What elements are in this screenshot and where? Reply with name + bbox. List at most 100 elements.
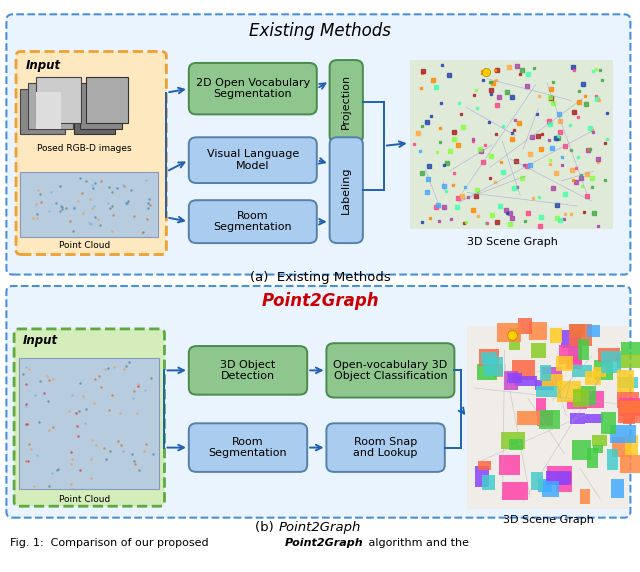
FancyBboxPatch shape <box>19 358 159 489</box>
FancyBboxPatch shape <box>567 400 588 408</box>
FancyBboxPatch shape <box>612 438 631 457</box>
FancyBboxPatch shape <box>618 377 637 388</box>
FancyBboxPatch shape <box>617 370 634 392</box>
FancyBboxPatch shape <box>6 14 630 275</box>
FancyBboxPatch shape <box>507 374 522 383</box>
FancyBboxPatch shape <box>566 357 582 370</box>
FancyBboxPatch shape <box>20 89 65 134</box>
Text: Point2Graph: Point2Graph <box>278 521 361 534</box>
FancyBboxPatch shape <box>561 331 580 348</box>
Text: algorithm and the: algorithm and the <box>365 538 468 547</box>
Text: Point2Graph: Point2Graph <box>285 538 364 547</box>
FancyBboxPatch shape <box>607 448 618 470</box>
Text: 3D Scene Graph: 3D Scene Graph <box>503 515 594 525</box>
FancyBboxPatch shape <box>579 387 596 406</box>
FancyBboxPatch shape <box>580 488 590 505</box>
FancyBboxPatch shape <box>509 328 520 351</box>
FancyBboxPatch shape <box>618 353 640 368</box>
FancyBboxPatch shape <box>518 317 532 333</box>
FancyBboxPatch shape <box>509 439 523 450</box>
Text: Room Snap
and Lookup: Room Snap and Lookup <box>353 437 418 458</box>
Text: Point Cloud: Point Cloud <box>59 241 110 251</box>
FancyBboxPatch shape <box>620 455 640 472</box>
FancyBboxPatch shape <box>623 406 635 424</box>
FancyBboxPatch shape <box>477 461 491 470</box>
FancyBboxPatch shape <box>536 380 554 390</box>
FancyBboxPatch shape <box>556 472 572 492</box>
FancyBboxPatch shape <box>618 400 640 423</box>
FancyBboxPatch shape <box>587 325 600 337</box>
FancyBboxPatch shape <box>189 423 307 472</box>
FancyBboxPatch shape <box>326 423 445 472</box>
FancyBboxPatch shape <box>542 367 562 387</box>
FancyBboxPatch shape <box>189 346 307 395</box>
FancyBboxPatch shape <box>516 411 540 425</box>
FancyBboxPatch shape <box>601 412 616 434</box>
FancyBboxPatch shape <box>536 398 546 416</box>
FancyBboxPatch shape <box>540 365 550 381</box>
FancyBboxPatch shape <box>481 352 497 365</box>
Text: Point Cloud: Point Cloud <box>59 495 110 505</box>
FancyBboxPatch shape <box>477 364 497 380</box>
FancyBboxPatch shape <box>189 137 317 183</box>
FancyBboxPatch shape <box>330 60 363 143</box>
FancyBboxPatch shape <box>484 356 503 376</box>
Text: Existing Methods: Existing Methods <box>249 22 391 41</box>
FancyBboxPatch shape <box>36 92 61 129</box>
FancyBboxPatch shape <box>578 339 589 360</box>
FancyBboxPatch shape <box>556 356 573 371</box>
Text: Point2Graph: Point2Graph <box>261 292 379 310</box>
FancyBboxPatch shape <box>585 414 603 423</box>
FancyBboxPatch shape <box>538 410 560 429</box>
FancyBboxPatch shape <box>569 324 593 347</box>
FancyBboxPatch shape <box>593 367 606 377</box>
Text: Visual Language
Model: Visual Language Model <box>207 149 299 171</box>
FancyBboxPatch shape <box>621 342 640 355</box>
Text: Open-vocabulary 3D
Object Classification: Open-vocabulary 3D Object Classification <box>333 360 447 381</box>
FancyBboxPatch shape <box>580 391 604 408</box>
FancyBboxPatch shape <box>546 471 571 484</box>
Text: Labeling: Labeling <box>341 166 351 214</box>
FancyBboxPatch shape <box>601 351 621 373</box>
FancyBboxPatch shape <box>547 466 573 484</box>
FancyBboxPatch shape <box>86 77 128 123</box>
FancyBboxPatch shape <box>493 364 504 377</box>
FancyBboxPatch shape <box>620 401 640 413</box>
FancyBboxPatch shape <box>572 366 592 377</box>
FancyBboxPatch shape <box>538 411 553 426</box>
Text: Input: Input <box>22 334 58 347</box>
FancyBboxPatch shape <box>610 425 636 443</box>
FancyBboxPatch shape <box>598 348 620 362</box>
FancyBboxPatch shape <box>618 392 639 408</box>
FancyBboxPatch shape <box>541 374 563 387</box>
Text: Input: Input <box>26 59 61 72</box>
FancyBboxPatch shape <box>16 51 166 255</box>
FancyBboxPatch shape <box>536 387 561 397</box>
FancyBboxPatch shape <box>592 435 607 447</box>
FancyBboxPatch shape <box>20 172 158 237</box>
FancyBboxPatch shape <box>501 432 525 449</box>
Text: (a)  Existing Methods: (a) Existing Methods <box>250 271 390 284</box>
FancyBboxPatch shape <box>585 371 601 385</box>
FancyBboxPatch shape <box>515 376 537 386</box>
FancyBboxPatch shape <box>611 479 624 498</box>
FancyBboxPatch shape <box>538 479 552 491</box>
FancyBboxPatch shape <box>80 83 122 129</box>
Text: (b): (b) <box>255 521 278 534</box>
Text: Room
Segmentation: Room Segmentation <box>209 437 287 458</box>
FancyBboxPatch shape <box>482 475 495 490</box>
FancyBboxPatch shape <box>475 466 488 487</box>
FancyBboxPatch shape <box>502 482 528 500</box>
FancyBboxPatch shape <box>570 324 585 337</box>
FancyBboxPatch shape <box>74 89 115 134</box>
FancyBboxPatch shape <box>330 137 363 243</box>
FancyBboxPatch shape <box>504 371 518 390</box>
FancyBboxPatch shape <box>499 455 520 475</box>
FancyBboxPatch shape <box>531 472 543 490</box>
FancyBboxPatch shape <box>593 360 612 380</box>
Text: 3D Object
Detection: 3D Object Detection <box>220 360 276 381</box>
Text: 3D Scene Graph: 3D Scene Graph <box>467 237 557 247</box>
Text: Projection: Projection <box>341 74 351 129</box>
FancyBboxPatch shape <box>189 63 317 114</box>
Text: 2D Open Vocabulary
Segmentation: 2D Open Vocabulary Segmentation <box>196 78 310 100</box>
